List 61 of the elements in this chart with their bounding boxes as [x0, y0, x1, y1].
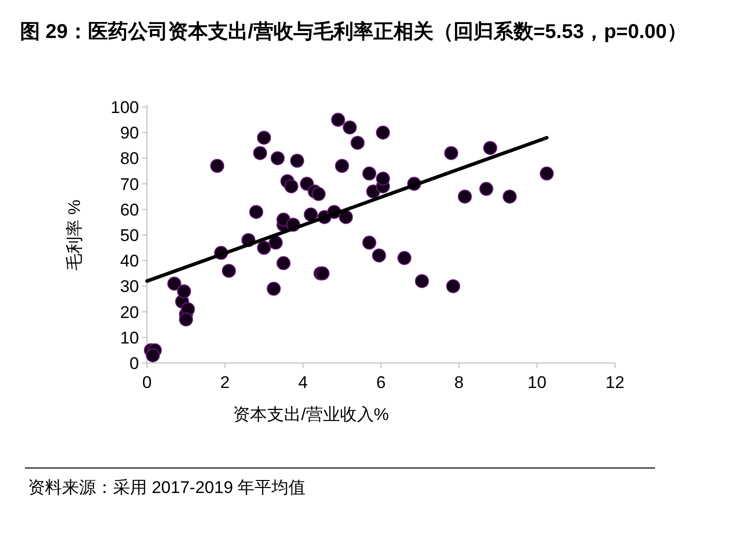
y-tick-label: 0: [130, 354, 139, 373]
point: [331, 112, 346, 127]
point: [372, 248, 386, 262]
chart-title: 图 29：医药公司资本支出/营收与毛利率正相关（回归系数=5.53，p=0.00）: [20, 20, 687, 43]
point: [342, 120, 357, 134]
y-axis-title: 毛利率 %: [65, 200, 84, 270]
point: [257, 130, 271, 145]
x-axis-title: 资本支出/营业收入%: [233, 405, 389, 424]
x-tick-label: 10: [528, 373, 546, 392]
point: [376, 172, 390, 186]
point: [284, 179, 298, 194]
point: [483, 140, 498, 155]
x-tick-label: 6: [376, 373, 386, 392]
point: [276, 212, 290, 227]
point: [444, 146, 458, 160]
point: [268, 236, 283, 250]
point: [167, 276, 182, 291]
y-tick-label: 40: [120, 252, 139, 271]
y-tick-label: 100: [110, 98, 139, 117]
y-tick-label: 50: [120, 226, 139, 245]
point: [446, 279, 460, 294]
y-tick-label: 30: [120, 277, 139, 296]
y-tick-label: 70: [120, 174, 139, 194]
x-tick-label: 12: [606, 373, 624, 392]
point: [146, 348, 160, 362]
x-tick-label: 4: [298, 373, 308, 392]
point: [177, 284, 192, 298]
point: [338, 210, 353, 224]
point: [179, 312, 193, 326]
point: [362, 236, 376, 250]
point: [458, 190, 472, 204]
point: [414, 274, 429, 288]
x-tick-label: 0: [142, 373, 152, 392]
point: [502, 190, 517, 204]
point: [350, 136, 365, 150]
point: [540, 166, 554, 181]
point: [257, 240, 271, 255]
y-tick-label: 10: [120, 328, 139, 348]
y-tick-label: 80: [120, 149, 139, 168]
point: [276, 256, 290, 270]
point: [479, 182, 494, 196]
point: [253, 146, 268, 160]
point: [266, 282, 281, 296]
point: [210, 158, 224, 173]
plot: 0 10 20 30 40 50 60 70 80 90 100 0 2 4 6 8 10 12 资本支出/营业收入% 毛利率 %: [65, 98, 624, 424]
text: 资料来源：采用 2017-2019 年平均值: [28, 478, 306, 497]
point: [270, 151, 285, 166]
point: [376, 126, 390, 140]
point: [249, 204, 264, 219]
y-tick-label: 60: [120, 200, 139, 220]
point: [362, 166, 376, 181]
point: [222, 264, 236, 278]
y-tick-label: 90: [120, 124, 139, 143]
x-tick-label: 8: [454, 373, 464, 392]
point: [335, 158, 349, 173]
y-tick-label: 20: [120, 302, 139, 322]
point: [290, 154, 304, 168]
point: [312, 187, 326, 202]
point: [397, 251, 412, 266]
point: [304, 208, 318, 222]
x-tick-label: 2: [220, 373, 230, 392]
